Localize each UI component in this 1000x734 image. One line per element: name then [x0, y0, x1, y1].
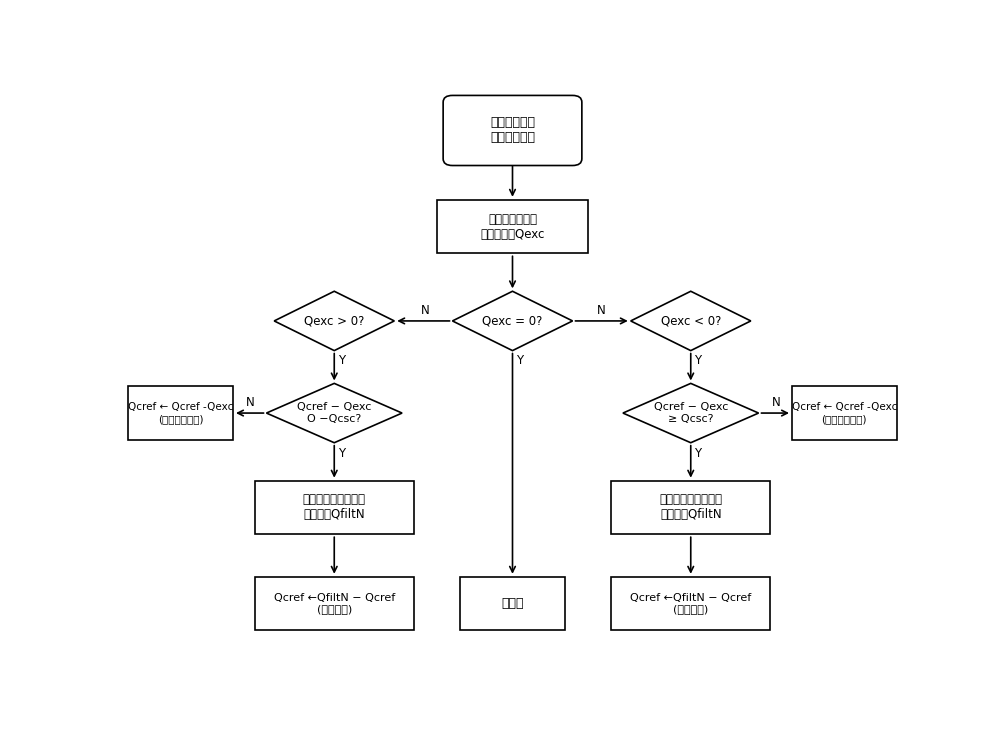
- Text: Qexc > 0?: Qexc > 0?: [304, 314, 364, 327]
- Text: Qcref ←QfiltN − Qcref
(吸收无功): Qcref ←QfiltN − Qcref (吸收无功): [630, 593, 751, 614]
- Text: Y: Y: [694, 447, 701, 459]
- FancyBboxPatch shape: [437, 200, 588, 253]
- Text: Qcref ← Qcref -Qexc
(增加发出无功): Qcref ← Qcref -Qexc (增加发出无功): [792, 402, 897, 424]
- Text: Qcref ←QfiltN − Qcref
(发出无功): Qcref ←QfiltN − Qcref (发出无功): [274, 593, 395, 614]
- Text: Qcref ← Qcref -Qexc
(增加吸收无功): Qcref ← Qcref -Qexc (增加吸收无功): [128, 402, 233, 424]
- FancyBboxPatch shape: [460, 577, 565, 631]
- Text: 切除一组交流滤波器
减少无功QfiltN: 切除一组交流滤波器 减少无功QfiltN: [303, 493, 366, 521]
- Text: Y: Y: [694, 354, 701, 367]
- Text: 计算交直流系统
不平衡无功Qexc: 计算交直流系统 不平衡无功Qexc: [480, 213, 545, 241]
- Text: 来自交直流系
统的测量信号: 来自交直流系 统的测量信号: [490, 117, 535, 145]
- FancyBboxPatch shape: [611, 577, 770, 631]
- Text: N: N: [421, 305, 430, 317]
- FancyBboxPatch shape: [792, 386, 897, 440]
- Polygon shape: [274, 291, 394, 351]
- FancyBboxPatch shape: [255, 481, 414, 534]
- Polygon shape: [631, 291, 751, 351]
- FancyBboxPatch shape: [128, 386, 233, 440]
- Text: N: N: [596, 305, 605, 317]
- Text: Y: Y: [338, 354, 345, 367]
- Text: Y: Y: [338, 447, 345, 459]
- Text: N: N: [772, 396, 780, 410]
- FancyBboxPatch shape: [443, 95, 582, 165]
- Polygon shape: [266, 383, 402, 443]
- Text: Qcref − Qexc
≥ Qcsc?: Qcref − Qexc ≥ Qcsc?: [654, 402, 728, 424]
- Text: Y: Y: [516, 354, 523, 367]
- Text: N: N: [246, 396, 255, 410]
- Polygon shape: [452, 291, 573, 351]
- FancyBboxPatch shape: [255, 577, 414, 631]
- Text: 投入一组交流滤波器
增加无功QfiltN: 投入一组交流滤波器 增加无功QfiltN: [659, 493, 722, 521]
- Text: Qcref − Qexc
O −Qcsc?: Qcref − Qexc O −Qcsc?: [297, 402, 371, 424]
- Text: Qexc = 0?: Qexc = 0?: [482, 314, 543, 327]
- FancyBboxPatch shape: [611, 481, 770, 534]
- Text: Qexc < 0?: Qexc < 0?: [661, 314, 721, 327]
- Text: 不调节: 不调节: [501, 597, 524, 610]
- Polygon shape: [623, 383, 759, 443]
